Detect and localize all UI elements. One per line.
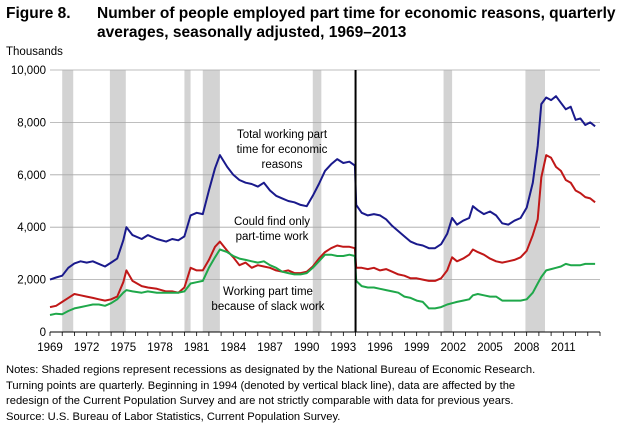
x-tick-label: 1984 [221, 342, 247, 354]
series-annotations: Total working part time for economic reaso… [211, 129, 327, 313]
x-tick-label: 1990 [294, 342, 320, 354]
x-tick-label: 1993 [331, 342, 357, 354]
x-tick-label: 2011 [551, 342, 576, 354]
x-tick-label: 2005 [477, 342, 503, 354]
figure-title-line-1: Number of people employed part time for … [97, 5, 616, 22]
x-axis-ticks: 1969 1972 1975 1978 1981 1984 1987 1990 1993 1996… [37, 332, 601, 354]
recession-shading [62, 70, 545, 332]
series-label-line: Working part time [223, 286, 313, 298]
recession-band [109, 70, 126, 332]
series-line-total [49, 95, 596, 281]
y-tick-label: 8,000 [17, 117, 46, 129]
y-axis-unit-label: Thousands [6, 46, 63, 58]
y-tick-label: 6,000 [17, 170, 46, 182]
x-tick-label: 1969 [37, 342, 63, 354]
recession-band [184, 70, 191, 332]
series-label-line: because of slack work [211, 301, 324, 313]
x-tick-label: 1999 [404, 342, 430, 354]
series-label-line: Total working part [237, 129, 328, 141]
x-tick-label: 1987 [257, 342, 283, 354]
source-line: Source: U.S. Bureau of Labor Statistics,… [6, 410, 341, 423]
series-label-could-find-only: Could find only part-time work [234, 216, 310, 243]
series-label-total: Total working part time for economic reaso… [237, 129, 328, 171]
figure-notes: Notes: Shaded regions represent recessio… [6, 363, 618, 425]
x-tick-label: 1972 [74, 342, 100, 354]
series-label-slack-work: Working part time because of slack work [211, 286, 324, 313]
y-tick-label: 2,000 [17, 275, 46, 287]
notes-line: Notes: Shaded regions represent recessio… [6, 364, 536, 376]
x-tick-label: 2002 [441, 342, 467, 354]
series-line-slack-work [49, 248, 596, 316]
notes-line: Turning points are quarterly. Beginning … [6, 379, 516, 392]
y-axis-ticks: 0 2,000 4,000 6,000 8,000 10,000 [11, 65, 46, 339]
series-line-could-find-only [49, 154, 596, 309]
y-tick-label: 4,000 [17, 222, 46, 234]
figure-title-line-2: averages, seasonally adjusted, 1969–2013 [97, 24, 407, 41]
y-tick-label: 0 [40, 327, 46, 339]
recession-band [443, 70, 453, 332]
series-label-line: time for economic [237, 144, 328, 156]
series-label-line: Could find only [234, 216, 310, 228]
notes-line: redesign of the Current Population Surve… [6, 395, 514, 408]
x-tick-label: 1981 [184, 342, 210, 354]
x-tick-label: 1996 [367, 342, 393, 354]
y-tick-label: 10,000 [11, 65, 46, 77]
x-tick-label: 1978 [147, 342, 173, 354]
recession-band [525, 70, 545, 332]
series-lines [49, 95, 596, 316]
x-tick-label: 2008 [514, 342, 540, 354]
figure-label: Figure 8. [6, 5, 71, 22]
x-tick-label: 1975 [111, 342, 137, 354]
recession-band [62, 70, 74, 332]
series-label-line: reasons [262, 159, 303, 171]
gridlines [50, 69, 600, 333]
series-label-line: part-time work [236, 231, 309, 243]
recession-band [312, 70, 322, 332]
recession-band [202, 70, 220, 332]
